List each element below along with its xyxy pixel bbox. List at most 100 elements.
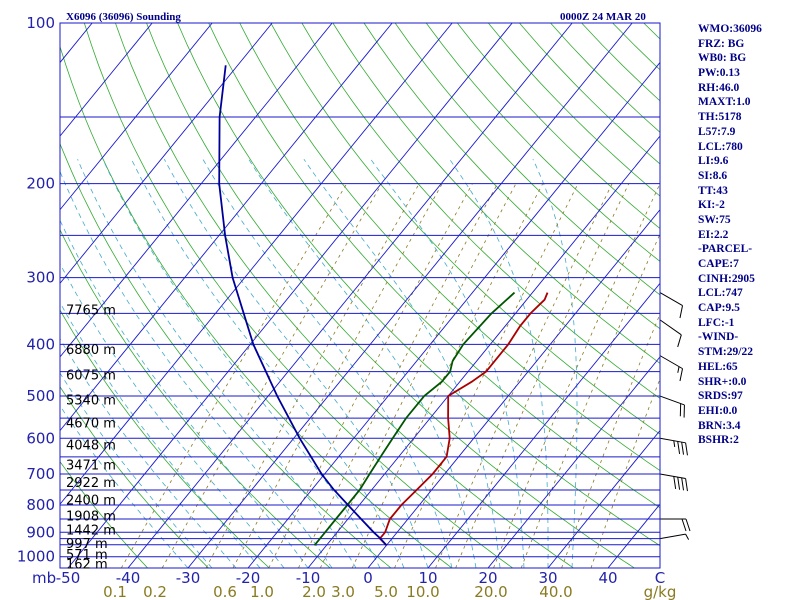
dry-adiabat [208,23,660,509]
index-line: BRN:3.4 [698,419,741,432]
index-line: CAPE:7 [698,258,739,270]
index-line: HEL:65 [698,360,738,373]
dry-adiabat [363,23,660,330]
isotherm [60,23,393,432]
isotherm [0,23,32,568]
index-line: LI:9.6 [698,155,729,168]
moist-adiabat [60,338,237,568]
temperature-label: 0 [363,569,373,587]
mixing-ratio-line [120,183,348,568]
mixing-ratio-line [394,183,579,568]
index-line: RH:46.0 [698,81,740,94]
moist-adiabat [248,158,477,568]
index-line: L57:7.9 [698,125,736,138]
wind-barb [659,437,688,456]
pressure-label: 500 [26,387,55,405]
pressure-label: 400 [26,335,55,353]
dry-adiabat [177,23,660,547]
moist-adiabat [131,159,405,568]
index-line: CAP:9.5 [698,302,740,315]
height-label: 6880 m [66,343,116,358]
temperature-label: 10 [418,569,437,587]
moist-adiabat [60,372,213,568]
pressure-label: 200 [26,175,55,193]
isobar-lines [60,22,660,558]
moist-adiabat [370,158,525,568]
pressure-axis-labels: 100 200 300 400 500 600 700 800 900 1000 [17,14,55,566]
dry-adiabat [60,309,270,568]
height-label: 5340 m [66,394,116,409]
indices-panel: WMO:36096 FRZ: BG WB0: BG PW:0.13 RH:46.0 MAX… [698,22,798,448]
mixing-ratio-label: 0.2 [143,583,167,600]
pressure-label: 700 [26,465,55,483]
adiabat-lines [60,23,660,568]
moist-adiabat [449,158,549,568]
temperature-label: -40 [116,569,141,587]
height-label: 4670 m [66,416,116,431]
moist-adiabat [60,170,333,568]
pressure-label: 300 [26,269,55,287]
dry-adiabat [394,23,660,296]
dry-adiabat [60,460,148,568]
index-line: SW:75 [698,213,731,226]
moist-adiabat [77,159,357,568]
moist-adiabat [60,301,261,568]
sounding-profiles [218,65,549,546]
moist-adiabat [163,159,429,568]
index-line: LFC:-1 [698,316,735,329]
moist-adiabat [102,159,381,568]
dry-adiabat [425,23,660,262]
dry-adiabat [115,23,574,568]
mixing-ratio-line [435,183,613,568]
wind-barb [659,319,682,348]
mixing-ratio-line [520,233,660,568]
moist-adiabat [60,262,285,568]
index-line: CINH:2905 [698,272,755,285]
index-line: TH:5178 [698,111,742,124]
height-label: 2922 m [66,476,116,491]
isotherm [67,23,513,568]
chart-datetime: 0000Z 24 MAR 20 [560,11,646,23]
dewpoint-profile [313,291,516,546]
chart-title: X6096 (36096) Sounding [66,11,181,23]
index-line: MAXT:1.0 [698,96,751,109]
mixing-ratio-line [455,183,630,568]
dry-adiabat [332,23,660,364]
index-line: EI:2.2 [698,228,729,241]
height-labels: 7765 m 6880 m 6075 m 5340 m 4670 m 4048 m 3471… [66,303,116,572]
height-label: 997 m [66,537,108,552]
height-label: 1442 m [66,524,116,539]
moist-adiabat [303,158,501,568]
temperature-axis-labels: mb -50 -40 -30 -20 -10 0 10 20 30 40 C [32,569,665,587]
mixing-ratio-line [161,183,383,568]
index-line: BSHR:2 [698,434,739,447]
temperature-label: -20 [236,569,261,587]
index-line: LCL:780 [698,140,743,153]
isotherm [60,23,153,137]
mixing-ratio-unit-label: g/kg [644,583,677,600]
wind-barb [659,292,684,319]
wind-barb [659,395,685,418]
wind-barb [659,355,684,382]
mixing-ratio-label: 0.6 [213,583,237,600]
parcel-profile [218,65,388,546]
dry-adiabat [301,23,660,399]
mixing-ratio-label: 40.0 [539,583,572,600]
height-label: 1908 m [66,510,116,525]
mixing-ratio-label: 20.0 [474,583,507,600]
mixing-ratio-labels: 0.1 0.2 0.6 1.0 2.0 3.0 5.0 10.0 20.0 40.0 g/kg [103,583,676,600]
plot-frame [59,22,661,569]
isotherm [127,23,573,568]
index-line: PW:0.13 [698,67,740,80]
moist-adiabat [60,219,309,568]
moist-adiabat [60,405,189,568]
isotherm [187,23,633,568]
index-line: WMO:36096 [698,23,762,35]
height-label: 3471 m [66,459,116,474]
height-label: 4048 m [66,438,116,453]
mixing-ratio-label: 0.1 [103,583,127,600]
height-label: 2400 m [66,494,116,509]
index-line: FRZ: BG [698,37,745,50]
mixing-ratio-label: 1.0 [250,583,274,600]
dry-adiabat [60,228,331,568]
